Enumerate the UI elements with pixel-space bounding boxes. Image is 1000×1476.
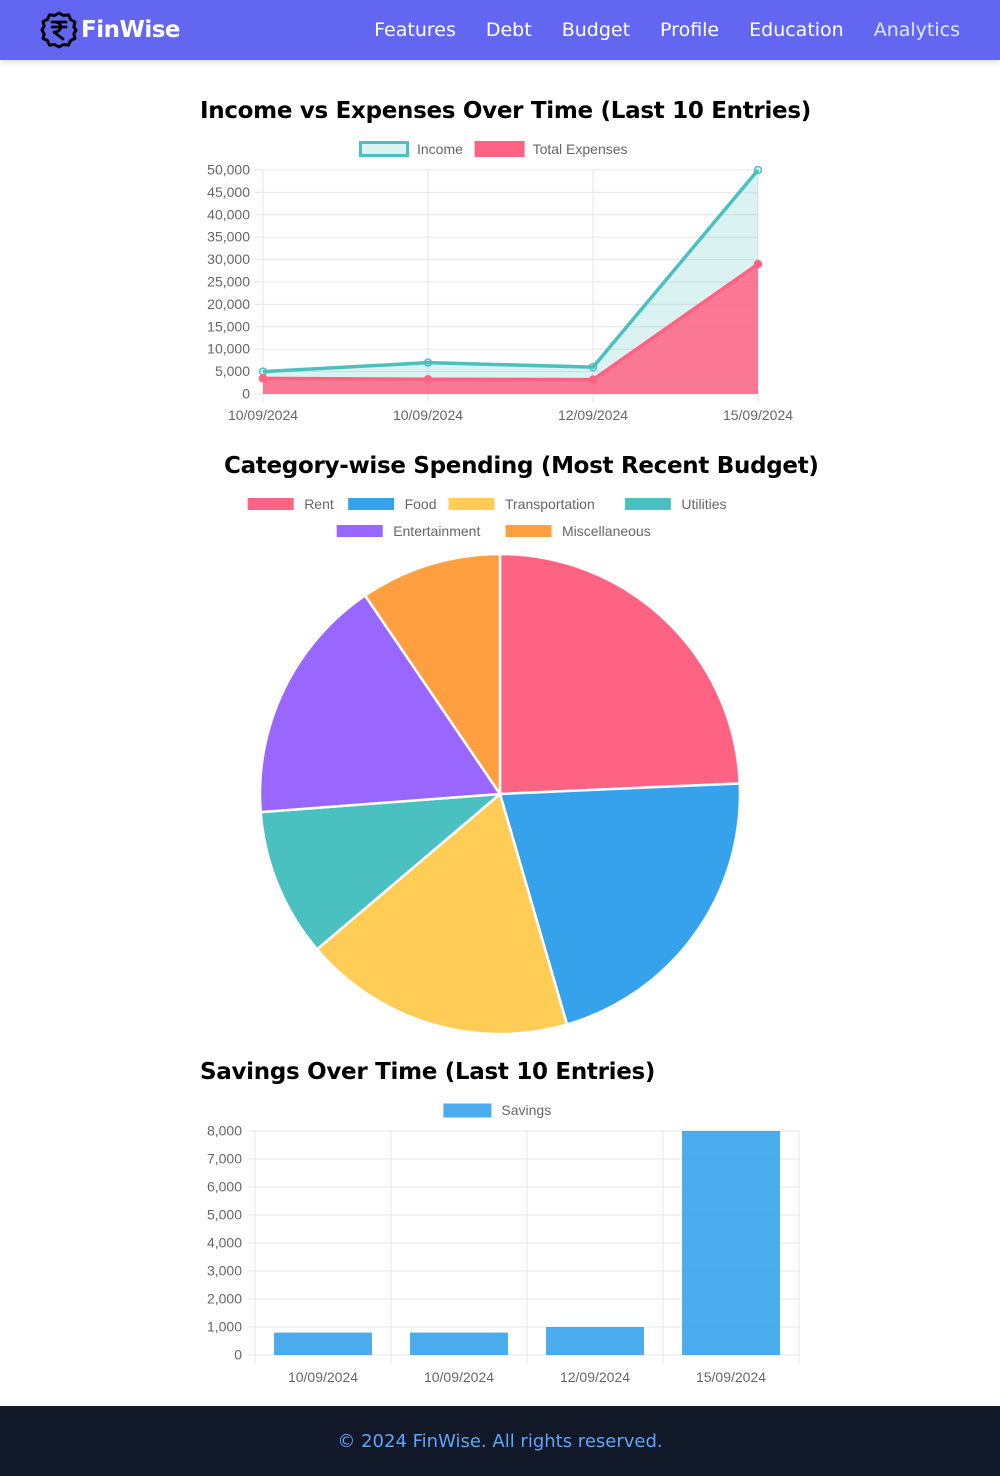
expenses-point — [258, 374, 268, 383]
footer-copyright: © 2024 FinWise. All rights reserved. — [337, 1430, 663, 1452]
y-tick-label: 3,000 — [207, 1263, 242, 1279]
y-tick-label: 6,000 — [207, 1179, 242, 1195]
expenses-point — [753, 259, 763, 269]
x-tick-label: 12/09/2024 — [560, 1369, 630, 1385]
savings-bar — [274, 1332, 372, 1355]
legend-label: Transportation — [505, 496, 595, 512]
nav-links: Features Debt Budget Profile Education A… — [344, 0, 960, 60]
pie-slice-miscellaneous — [363, 552, 502, 796]
legend-label: Utilities — [681, 496, 726, 512]
income-point — [588, 362, 598, 372]
y-tick-label: 25,000 — [207, 274, 250, 290]
y-tick-label: 5,000 — [207, 1207, 242, 1223]
y-tick-label: 15,000 — [207, 318, 250, 334]
category-spending-chart-title: Category-wise Spending (Most Recent Budg… — [224, 453, 819, 479]
y-tick-label: 20,000 — [207, 296, 250, 312]
y-tick-label: 0 — [234, 1347, 242, 1363]
savings-bar-chart: 0 1,000 2,000 3,000 4,000 5,000 6,000 7,000 8,00… — [207, 1102, 800, 1385]
legend-label: Savings — [501, 1102, 551, 1118]
nav-link-analytics[interactable]: Analytics — [873, 19, 960, 41]
legend-swatch — [623, 497, 672, 511]
y-tick-label: 4,000 — [207, 1235, 242, 1251]
pie-slice-food — [498, 782, 742, 1026]
legend-swatch — [443, 1103, 492, 1118]
income-point — [423, 358, 433, 367]
income-point — [753, 165, 763, 175]
legend-swatch — [246, 497, 295, 511]
legend-swatch — [335, 524, 384, 538]
legend-label: Entertainment — [393, 523, 480, 539]
income-line — [262, 168, 760, 374]
nav-link-budget[interactable]: Budget — [561, 19, 631, 41]
legend-swatch — [347, 497, 396, 511]
income-expenses-line-chart: 0 5,000 10,000 15,000 20,000 25,000 30,000 35,0… — [207, 141, 793, 423]
pie-slice-utilities — [259, 792, 502, 951]
x-tick-label: 15/09/2024 — [696, 1369, 766, 1385]
footer: © 2024 FinWise. All rights reserved. — [0, 1406, 1000, 1476]
y-tick-label: 2,000 — [207, 1291, 242, 1307]
x-tick-label: 15/09/2024 — [723, 407, 793, 423]
legend-swatch — [474, 141, 525, 157]
category-spending-pie-chart: Rent Food Transportation Utilities Entertain… — [246, 496, 742, 1036]
rupee-logo-icon — [40, 11, 78, 49]
savings-chart-title: Savings Over Time (Last 10 Entries) — [200, 1059, 656, 1085]
income-area — [263, 170, 758, 394]
legend-label: Miscellaneous — [562, 523, 651, 539]
nav-link-profile[interactable]: Profile — [660, 19, 720, 41]
y-tick-label: 40,000 — [207, 206, 250, 222]
y-tick-label: 45,000 — [207, 184, 250, 200]
y-tick-label: 50,000 — [207, 162, 250, 178]
legend-label: Income — [417, 141, 463, 157]
legend-swatch — [447, 497, 496, 511]
y-tick-label: 35,000 — [207, 229, 250, 245]
income-expenses-chart-title: Income vs Expenses Over Time (Last 10 En… — [200, 98, 811, 124]
nav-link-debt[interactable]: Debt — [485, 19, 532, 41]
legend-label: Food — [405, 496, 437, 512]
brand-link[interactable]: FinWise — [40, 10, 181, 50]
y-tick-label: 30,000 — [207, 251, 250, 267]
nav-link-education[interactable]: Education — [749, 19, 844, 41]
pie-slice-entertainment — [258, 594, 502, 814]
expenses-line — [262, 262, 760, 382]
y-tick-label: 1,000 — [207, 1319, 242, 1335]
y-tick-label: 10,000 — [207, 341, 250, 357]
x-tick-label: 10/09/2024 — [288, 1369, 358, 1385]
legend-label: Rent — [304, 496, 334, 512]
x-tick-label: 10/09/2024 — [393, 407, 463, 423]
pie-slice-rent — [498, 552, 742, 796]
x-tick-label: 10/09/2024 — [424, 1369, 494, 1385]
expenses-point — [588, 375, 598, 384]
brand-name: FinWise — [81, 17, 181, 43]
nav-link-features[interactable]: Features — [374, 19, 456, 41]
savings-bar — [546, 1327, 644, 1355]
navbar: FinWise Features Debt Budget Profile Edu… — [0, 0, 1000, 60]
savings-bar — [682, 1131, 780, 1355]
savings-bar — [410, 1332, 508, 1355]
y-tick-label: 5,000 — [215, 363, 250, 379]
legend-swatch — [359, 141, 409, 157]
legend-label: Total Expenses — [533, 141, 628, 157]
y-tick-label: 7,000 — [207, 1151, 242, 1167]
income-point — [258, 367, 268, 376]
pie-slice-transportation — [315, 792, 569, 1036]
y-tick-label: 8,000 — [207, 1123, 242, 1139]
legend-swatch — [504, 524, 553, 538]
expenses-area — [263, 264, 758, 394]
x-tick-label: 12/09/2024 — [558, 407, 628, 423]
y-tick-label: 0 — [242, 386, 250, 402]
x-tick-label: 10/09/2024 — [228, 407, 298, 423]
expenses-point — [423, 374, 433, 384]
